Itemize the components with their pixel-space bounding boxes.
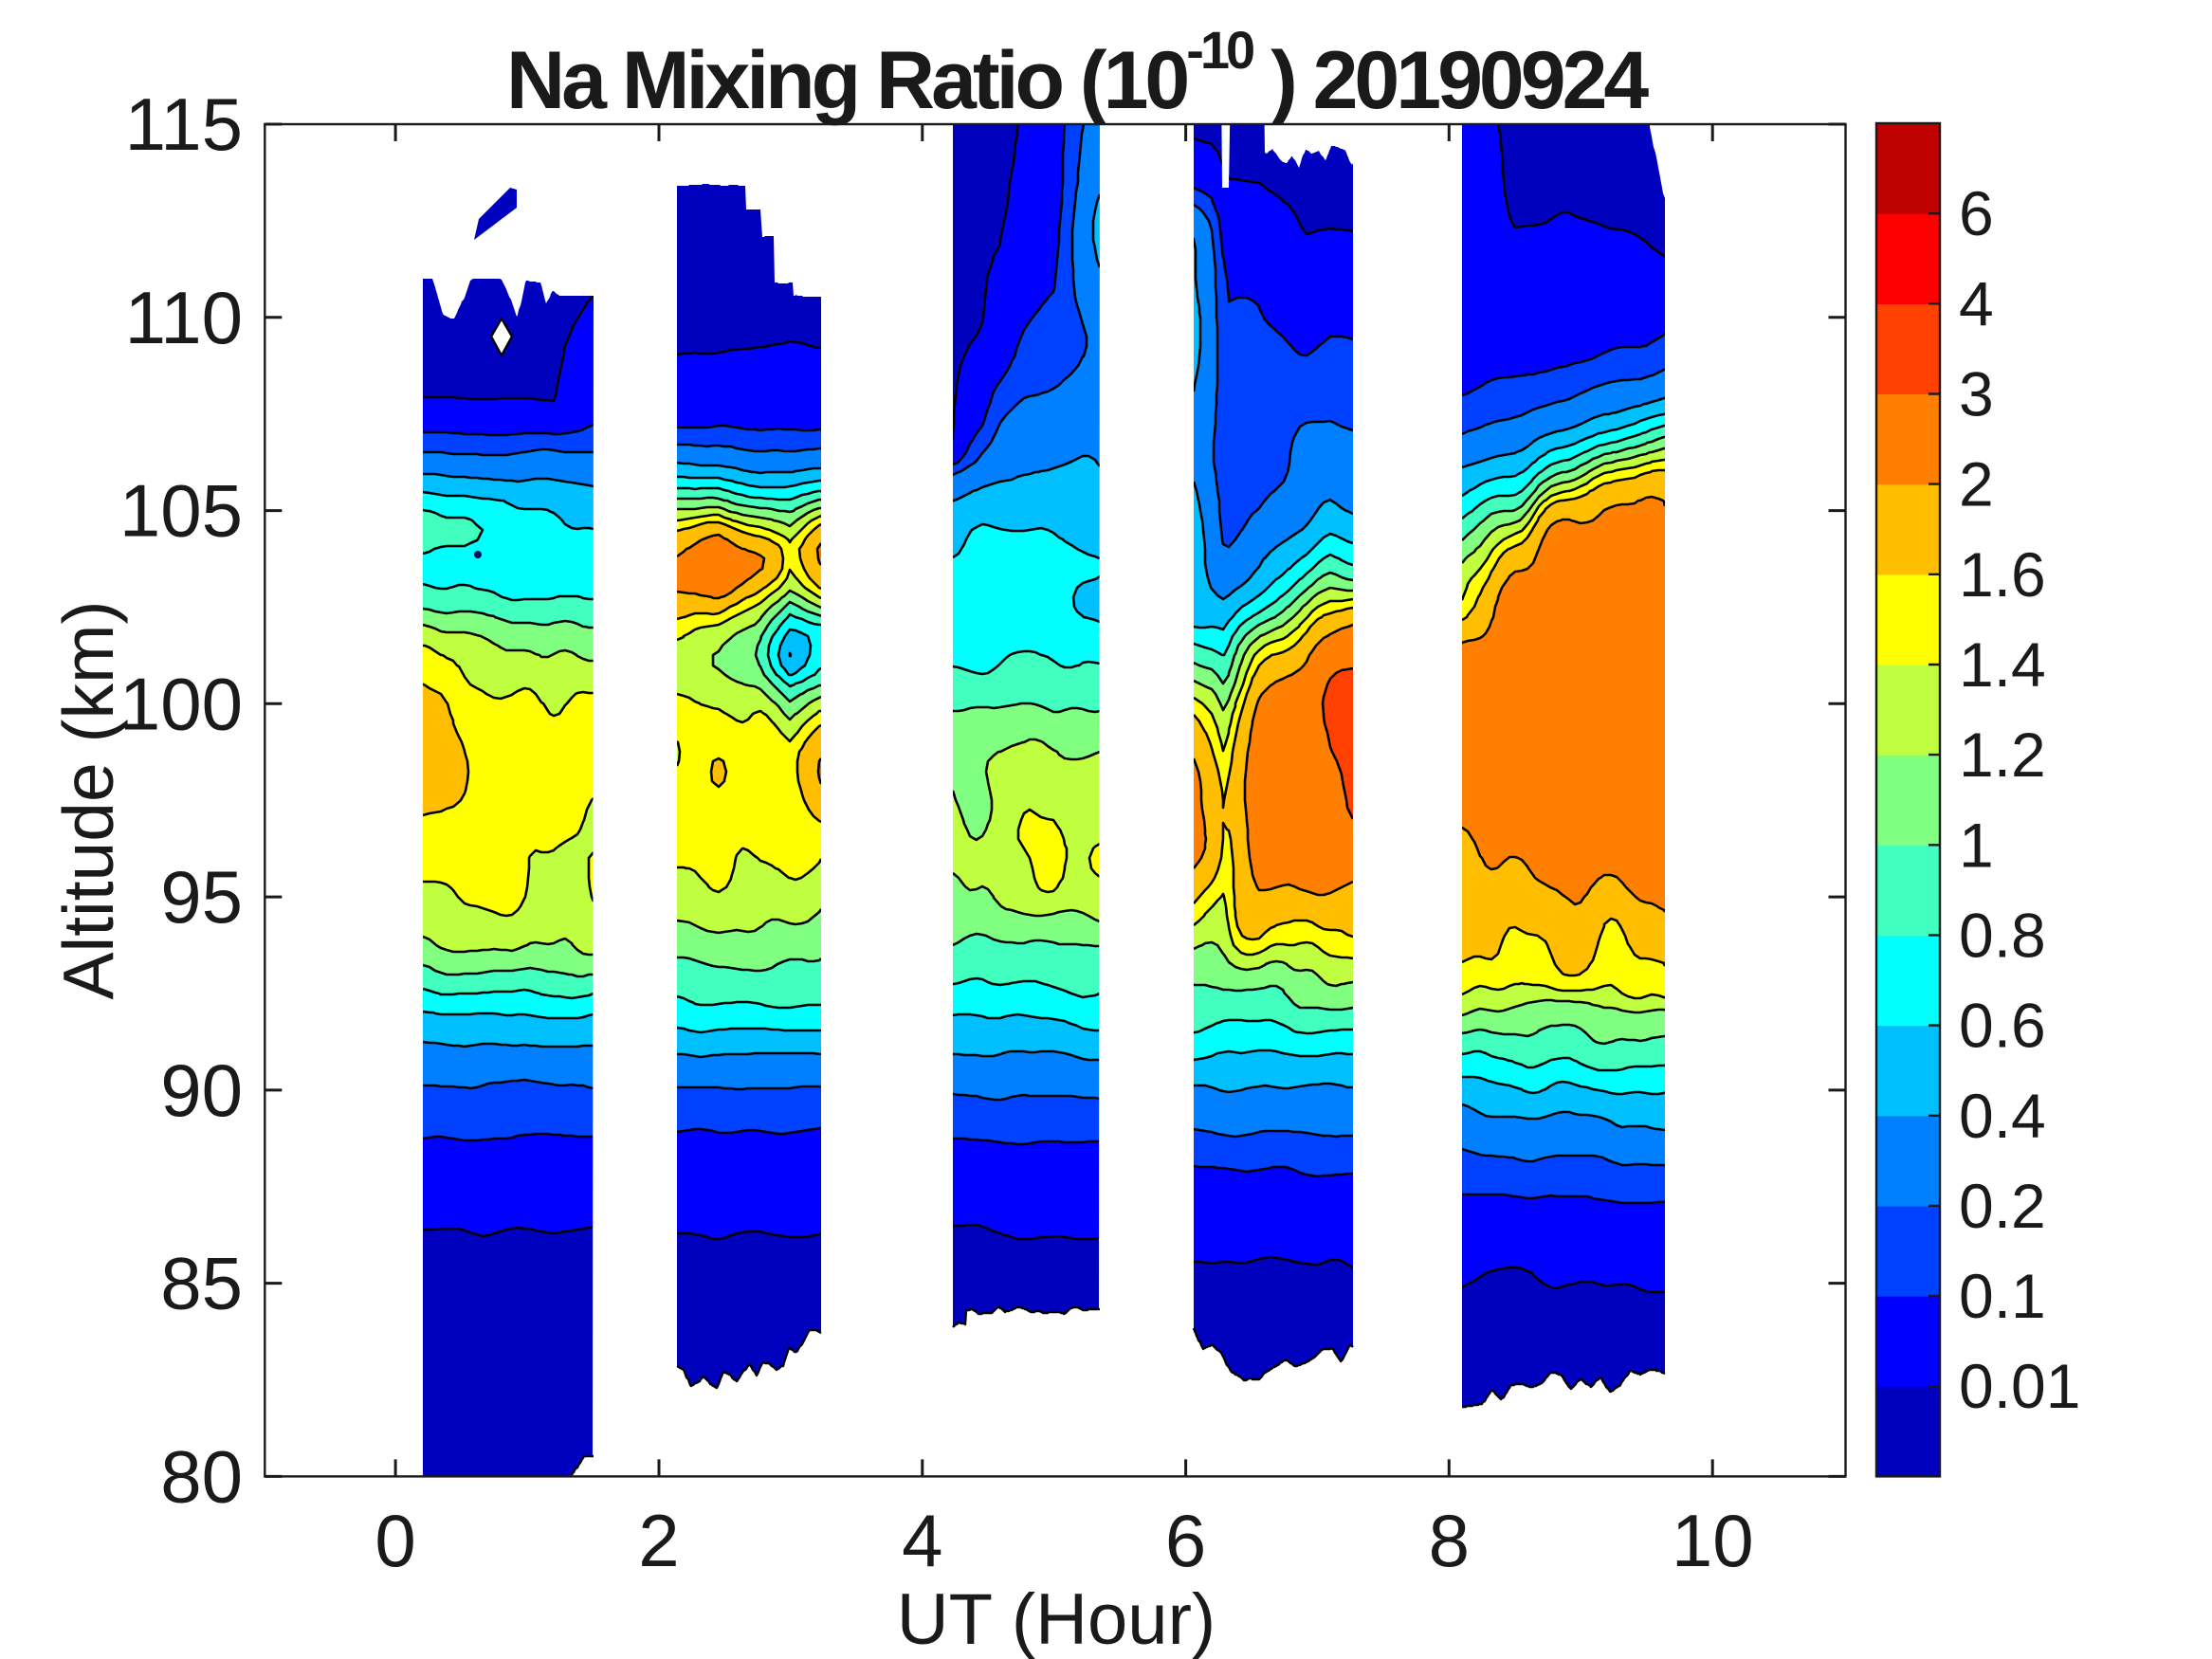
- svg-text:110: 110: [125, 276, 243, 359]
- svg-text:0.6: 0.6: [1959, 991, 2046, 1061]
- svg-text:115: 115: [125, 82, 243, 166]
- svg-text:6: 6: [1165, 1499, 1206, 1582]
- svg-text:1: 1: [1959, 810, 1994, 880]
- svg-text:3: 3: [1959, 359, 1994, 429]
- svg-text:0.4: 0.4: [1959, 1081, 2046, 1151]
- svg-text:6: 6: [1959, 178, 1994, 248]
- svg-text:4: 4: [1959, 268, 1994, 338]
- svg-text:95: 95: [160, 855, 243, 939]
- svg-text:2: 2: [638, 1499, 679, 1582]
- svg-text:90: 90: [160, 1048, 243, 1132]
- svg-text:8: 8: [1429, 1499, 1470, 1582]
- svg-text:2: 2: [1959, 449, 1994, 520]
- svg-text:105: 105: [119, 469, 243, 553]
- svg-text:Altitude (km): Altitude (km): [48, 601, 128, 1000]
- svg-text:1.6: 1.6: [1959, 539, 2046, 610]
- svg-text:100: 100: [119, 662, 243, 745]
- svg-text:10: 10: [1672, 1499, 1754, 1582]
- svg-text:1.4: 1.4: [1959, 629, 2046, 700]
- svg-text:85: 85: [160, 1242, 243, 1325]
- svg-text:UT (Hour): UT (Hour): [897, 1579, 1216, 1659]
- svg-text:Na Mixing Ratio (10-10 ) 20190: Na Mixing Ratio (10-10 ) 20190924: [506, 20, 1649, 126]
- svg-text:1.2: 1.2: [1959, 720, 2046, 790]
- svg-text:80: 80: [160, 1434, 243, 1518]
- svg-text:0: 0: [375, 1499, 415, 1582]
- svg-text:0.01: 0.01: [1959, 1351, 2080, 1421]
- svg-text:0.2: 0.2: [1959, 1171, 2046, 1241]
- svg-text:0.8: 0.8: [1959, 900, 2046, 970]
- svg-text:0.1: 0.1: [1959, 1261, 2046, 1331]
- svg-text:4: 4: [902, 1499, 942, 1582]
